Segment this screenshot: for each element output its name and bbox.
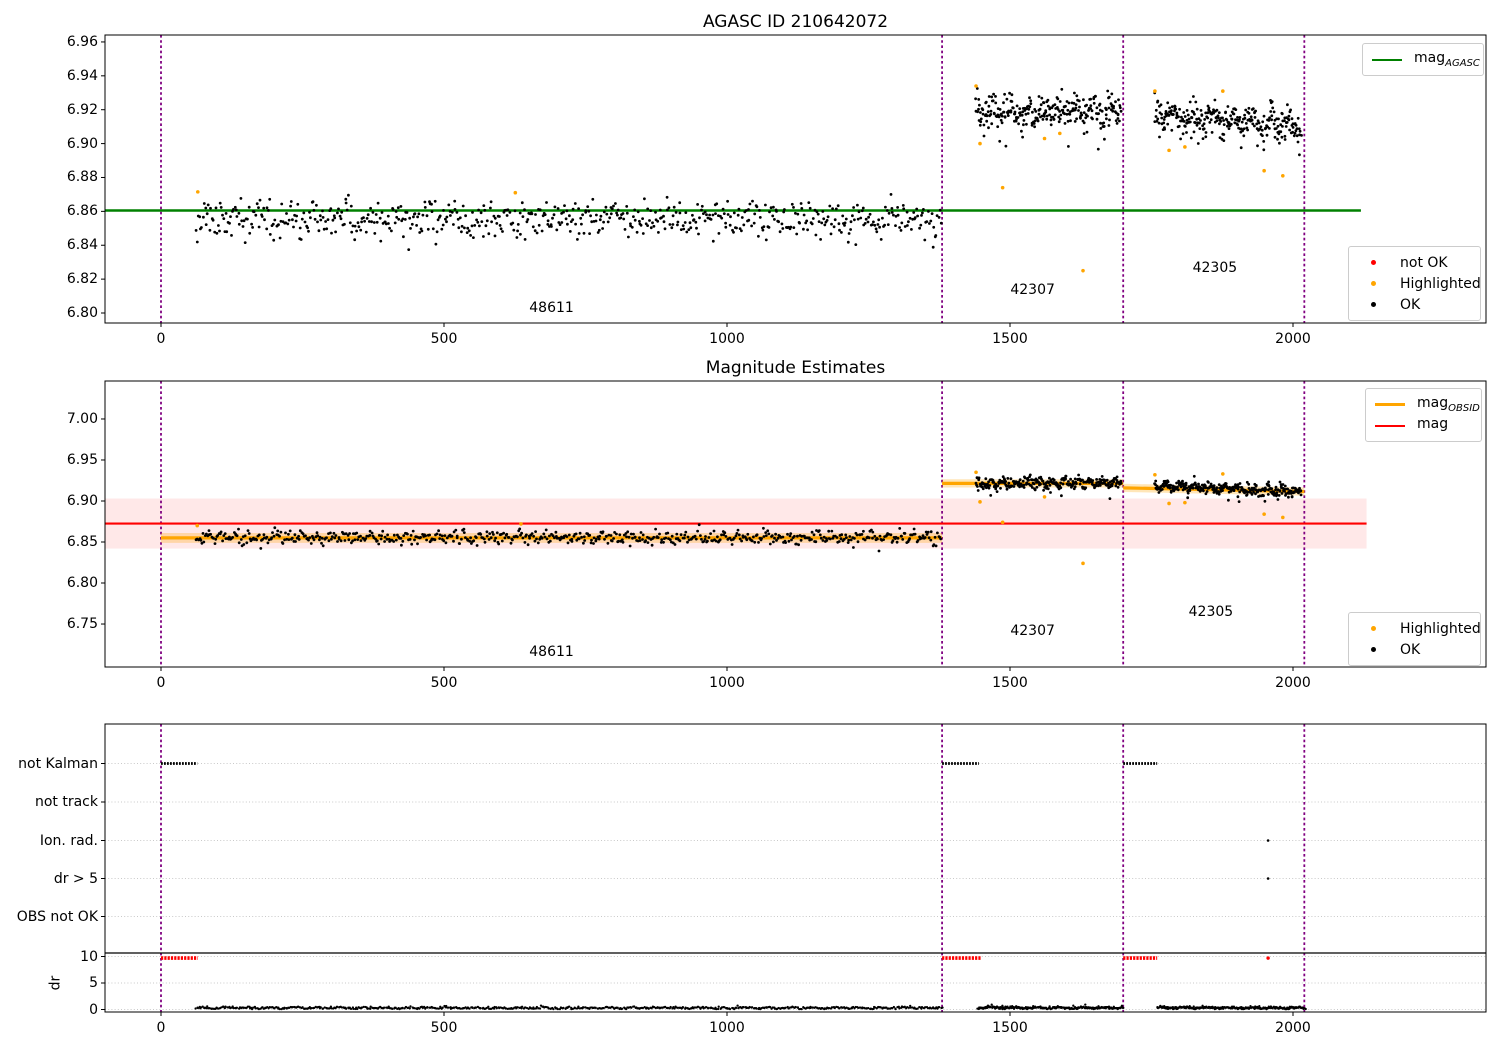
obsid-annotation: 48611 xyxy=(529,299,574,316)
y-tick-label: 6.80 xyxy=(66,305,98,321)
flag-single-points xyxy=(1266,839,1270,880)
scatter-points-highlighted xyxy=(195,470,1285,566)
obsid-annotation: 42307 xyxy=(1010,622,1055,639)
x-tick-label: 500 xyxy=(430,1020,458,1036)
not-ok-marker-icon xyxy=(1371,260,1376,265)
mag-line-sample xyxy=(1375,424,1405,427)
tick-marks xyxy=(101,418,1294,671)
legend-label-not-ok: not OK xyxy=(1400,254,1448,271)
plot-title-agasc: AGASC ID 210642072 xyxy=(702,12,889,32)
y-tick-label: 6.94 xyxy=(66,67,98,84)
legend-label-mag-obsid: magOBSID xyxy=(1417,394,1480,414)
flag-gridlines xyxy=(105,763,1486,1010)
obsid-annotation: 42305 xyxy=(1192,260,1238,277)
legend-markers-top: not OK Highlighted OK xyxy=(1348,246,1481,321)
legend-label-mag-agasc: magAGASC xyxy=(1414,49,1480,69)
dr-tick-label: 5 xyxy=(89,975,98,991)
x-tick-label: 2000 xyxy=(1275,675,1311,691)
y-tick-label: 6.85 xyxy=(66,534,98,550)
flag-category-label: Ion. rad. xyxy=(39,832,98,849)
flag-category-label: OBS not OK xyxy=(16,908,98,925)
dr-points-ok xyxy=(194,1003,1307,1011)
legend-label-ok: OK xyxy=(1400,296,1421,313)
y-tick-label: 6.90 xyxy=(66,135,98,152)
tick-marks xyxy=(101,41,1294,327)
flag-category-label: not Kalman xyxy=(18,755,98,772)
flag-category-label: dr > 5 xyxy=(53,870,98,887)
obsid-annotation: 42305 xyxy=(1188,603,1234,620)
legend-mag-agasc: magAGASC xyxy=(1362,43,1484,76)
x-tick-label: 0 xyxy=(156,331,166,347)
y-tick-label: 6.88 xyxy=(66,169,98,186)
legend-label-mag: mag xyxy=(1417,415,1449,432)
x-tick-label: 1500 xyxy=(992,1020,1028,1036)
x-tick-label: 2000 xyxy=(1275,1020,1311,1036)
axes-spines xyxy=(104,723,1487,1013)
x-tick-label: 1500 xyxy=(992,675,1028,691)
obsid-divider-lines xyxy=(160,724,1306,1012)
y-tick-label: 6.86 xyxy=(66,203,98,220)
y-tick-label: 6.92 xyxy=(66,101,98,118)
x-tick-label: 1000 xyxy=(709,331,745,347)
y-tick-label: 6.75 xyxy=(66,616,98,633)
flag-category-label: not track xyxy=(34,794,98,810)
y-tick-label: 6.82 xyxy=(66,271,98,288)
dr-tick-label: 10 xyxy=(80,948,98,965)
obsid-annotation: 42307 xyxy=(1010,282,1055,299)
x-tick-label: 2000 xyxy=(1275,331,1311,347)
dr-not-ok-segments xyxy=(161,956,1270,960)
x-tick-label: 1000 xyxy=(709,675,745,691)
scatter-points-ok xyxy=(194,473,1303,553)
highlighted-marker-icon xyxy=(1371,281,1376,286)
x-tick-label: 500 xyxy=(430,675,458,691)
legend-label-highlighted: Highlighted xyxy=(1400,275,1481,292)
highlighted-marker-icon xyxy=(1371,626,1376,631)
y-tick-label: 6.84 xyxy=(66,237,98,254)
y-tick-label: 6.95 xyxy=(66,451,98,468)
plot-title-magest: Magnitude Estimates xyxy=(705,358,886,378)
x-tick-label: 1500 xyxy=(992,331,1028,347)
dr-tick-label: 0 xyxy=(89,1001,98,1018)
ok-marker-icon xyxy=(1371,647,1376,652)
ok-marker-icon xyxy=(1371,302,1376,307)
legend-mag-obsid: magOBSID mag xyxy=(1365,388,1482,442)
scatter-points-ok xyxy=(194,87,1303,252)
y-tick-label: 6.96 xyxy=(66,33,98,50)
x-tick-label: 500 xyxy=(430,331,458,347)
scatter-points-highlighted xyxy=(195,84,1285,273)
x-tick-label: 0 xyxy=(156,675,166,691)
x-tick-label: 0 xyxy=(156,1020,166,1036)
axes-spines xyxy=(104,380,1487,668)
legend-label-highlighted: Highlighted xyxy=(1400,620,1481,637)
axes-spines xyxy=(104,34,1487,324)
legend-markers-middle: Highlighted OK xyxy=(1348,612,1481,666)
y-tick-label: 6.80 xyxy=(66,575,98,591)
y-tick-label: 6.90 xyxy=(66,492,98,509)
y-tick-label: 7.00 xyxy=(66,410,98,427)
obsid-divider-lines xyxy=(160,35,1306,323)
mag-agasc-line-sample xyxy=(1372,58,1402,61)
x-tick-label: 1000 xyxy=(709,1020,745,1036)
tick-marks xyxy=(101,763,1294,1016)
obsid-annotation: 48611 xyxy=(529,643,574,660)
mag-obsid-line-sample xyxy=(1375,403,1405,406)
legend-label-ok: OK xyxy=(1400,641,1421,658)
